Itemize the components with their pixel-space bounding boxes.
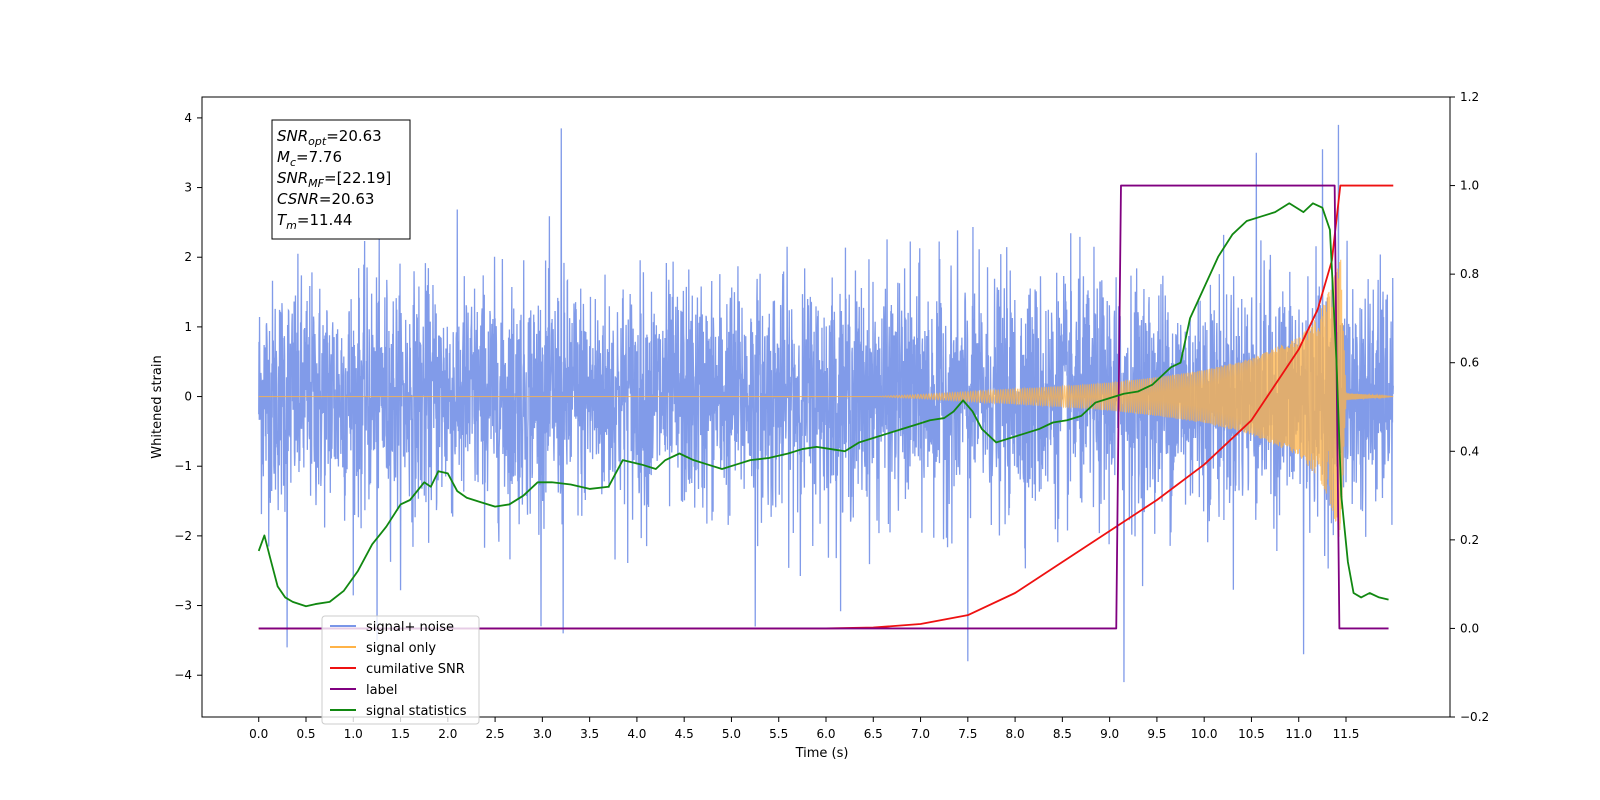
x-tick-label: 5.0 bbox=[722, 727, 741, 741]
series-line-signal-statistics bbox=[257, 202, 1389, 608]
y-tick-label: 3 bbox=[184, 181, 192, 195]
x-tick-label: 5.5 bbox=[769, 727, 788, 741]
series-line-signal-only bbox=[258, 259, 1394, 537]
x-tick-label: 1.0 bbox=[344, 727, 363, 741]
y2-tick-label: 1.2 bbox=[1460, 90, 1479, 104]
x-tick-label: 6.5 bbox=[864, 727, 883, 741]
legend-label: signal only bbox=[366, 641, 436, 656]
x-tick-label: 4.0 bbox=[627, 727, 646, 741]
annotation-line: CSNR=20.63 bbox=[277, 190, 374, 208]
annotation-box: SNRopt=20.63Mc=7.76SNRMF=[22.19]CSNR=20.… bbox=[271, 119, 411, 240]
series-line-cumilative-snr bbox=[258, 184, 1394, 630]
annotation-line: SNRopt=20.63 bbox=[277, 127, 382, 148]
y2-tick-label: −0.2 bbox=[1460, 710, 1489, 724]
x-tick-label: 8.0 bbox=[1006, 727, 1025, 741]
legend: signal+ noise signal only cumilative SNR la… bbox=[321, 615, 480, 725]
plot-area bbox=[257, 124, 1394, 683]
y2-tick-label: 0.0 bbox=[1460, 621, 1479, 635]
annotation-frame bbox=[271, 119, 411, 240]
x-tick-label: 2.0 bbox=[438, 727, 457, 741]
x-tick-label: 3.5 bbox=[580, 727, 599, 741]
y-tick-label: 1 bbox=[184, 320, 192, 334]
series-line-label bbox=[258, 184, 1389, 630]
legend-label: label bbox=[366, 683, 397, 698]
x-tick-label: 6.0 bbox=[816, 727, 835, 741]
x-tick-label: 3.0 bbox=[533, 727, 552, 741]
legend-label: signal statistics bbox=[366, 704, 467, 719]
annotation-line: SNRMF=[22.19] bbox=[277, 169, 391, 190]
x-tick-label: 11.0 bbox=[1285, 727, 1312, 741]
y2-tick-label: 0.4 bbox=[1460, 444, 1479, 458]
x-tick-label: 9.5 bbox=[1147, 727, 1166, 741]
x-tick-label: 10.0 bbox=[1191, 727, 1218, 741]
y2-tick-label: 0.2 bbox=[1460, 533, 1479, 547]
legend-frame bbox=[321, 615, 480, 725]
x-tick-label: 0.0 bbox=[249, 727, 268, 741]
x-tick-label: 8.5 bbox=[1053, 727, 1072, 741]
y-tick-label: −1 bbox=[174, 459, 192, 473]
x-tick-label: 7.0 bbox=[911, 727, 930, 741]
annotation-line: Tm=11.44 bbox=[277, 211, 352, 232]
y-tick-label: −4 bbox=[174, 668, 192, 682]
y-tick-label: 2 bbox=[184, 250, 192, 264]
y-tick-label: −3 bbox=[174, 599, 192, 613]
y-tick-label: −2 bbox=[174, 529, 192, 543]
y-tick-label: 0 bbox=[184, 390, 192, 404]
x-tick-label: 2.5 bbox=[486, 727, 505, 741]
annotation-line: Mc=7.76 bbox=[277, 148, 342, 169]
y2-tick-label: 0.6 bbox=[1460, 356, 1479, 370]
x-tick-label: 10.5 bbox=[1238, 727, 1265, 741]
x-tick-label: 11.5 bbox=[1333, 727, 1360, 741]
x-tick-label: 0.5 bbox=[296, 727, 315, 741]
x-tick-label: 9.0 bbox=[1100, 727, 1119, 741]
x-tick-label: 1.5 bbox=[391, 727, 410, 741]
x-tick-label: 4.5 bbox=[675, 727, 694, 741]
legend-label: cumilative SNR bbox=[366, 662, 465, 677]
y-axis-label: Whitened strain bbox=[150, 355, 165, 458]
x-axis-label: Time (s) bbox=[795, 746, 849, 761]
y2-tick-label: 1.0 bbox=[1460, 179, 1479, 193]
x-tick-label: 7.5 bbox=[958, 727, 977, 741]
legend-label: signal+ noise bbox=[366, 620, 454, 635]
y2-tick-label: 0.8 bbox=[1460, 267, 1479, 281]
y-tick-label: 4 bbox=[184, 111, 192, 125]
